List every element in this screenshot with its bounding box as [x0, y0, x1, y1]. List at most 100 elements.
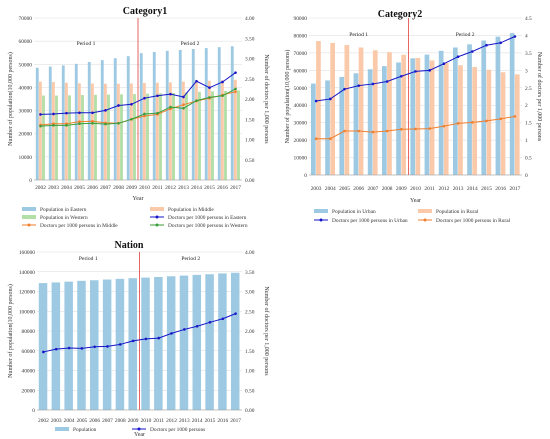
bar-population-in-eastern: [48, 66, 52, 180]
x-tick-label: 2003: [311, 186, 322, 192]
point-doctors-per-1000-persons-in-urban: [456, 55, 460, 59]
bar-population-in-western: [198, 91, 201, 180]
y-tick-label: 30000: [294, 121, 308, 127]
bar-population-in-urban: [452, 47, 458, 176]
y2-tick-label: 4.5: [525, 16, 532, 22]
point-doctors-per-1000-persons-in-western: [195, 99, 198, 102]
legend-swatch: [418, 209, 432, 213]
y-tick-label: 0: [304, 173, 307, 179]
period-2-label: Period 2: [181, 41, 200, 47]
bar-population-in-western: [185, 92, 188, 180]
chart-title: Nation: [115, 240, 144, 251]
y-tick-label: 30000: [19, 109, 33, 115]
point-doctors-per-1000-persons-in-western: [182, 107, 185, 110]
legend-label: Population in Middle: [168, 207, 214, 213]
y-tick-label: 20000: [22, 388, 36, 394]
y2-tick-label: 2.00: [245, 329, 255, 335]
bar-population-in-middle: [142, 83, 146, 180]
y-tick-label: 40000: [19, 85, 33, 91]
legend-marker: [319, 218, 323, 222]
point-doctors-per-1000-persons-in-rural: [357, 129, 361, 133]
point-doctors-per-1000-persons-in-rural: [428, 127, 432, 130]
y-tick-label: 100000: [19, 309, 35, 315]
chart-title: Category1: [123, 6, 167, 17]
x-tick-label: 2004: [61, 185, 72, 191]
x-tick-label: 2005: [339, 186, 350, 192]
bar-population-in-middle: [77, 83, 81, 180]
y2-axis-label: Number of doctors per 1,000 persons: [263, 54, 270, 144]
x-tick-label: 2016: [495, 186, 506, 192]
point-doctors-per-1000-persons-in-western: [130, 117, 133, 121]
x-tick-label: 2006: [89, 418, 100, 424]
point-doctors-per-1000-persons-in-western: [104, 122, 107, 126]
bar-population-in-eastern: [113, 58, 117, 180]
y-tick-label: 50000: [294, 86, 308, 92]
point-doctors-per-1000-persons-in-eastern: [169, 92, 172, 96]
legend-marker: [423, 218, 427, 222]
bar-population-in-rural: [443, 63, 449, 176]
point-doctors-per-1000-persons-in-urban: [485, 43, 488, 47]
point-doctors-per-1000-persons: [67, 346, 71, 350]
legend-swatch: [22, 207, 36, 211]
x-tick-label: 2017: [230, 185, 241, 191]
point-doctors-per-1000-persons-in-rural: [314, 137, 318, 141]
point-doctors-per-1000-persons-in-middle: [143, 114, 146, 118]
point-doctors-per-1000-persons: [234, 312, 237, 315]
x-tick-label: 2017: [230, 418, 241, 424]
y2-tick-label: 2.50: [245, 77, 255, 83]
x-tick-label: 2011: [152, 185, 163, 191]
x-tick-label: 2007: [102, 418, 113, 424]
bar-population-in-urban: [325, 80, 330, 175]
point-doctors-per-1000-persons-in-rural: [442, 124, 446, 128]
chart-title: Category2: [378, 9, 422, 20]
y-tick-label: 50000: [19, 62, 33, 68]
point-doctors-per-1000-persons-in-rural: [371, 130, 375, 134]
x-tick-label: 2002: [38, 418, 49, 424]
bar-population: [77, 280, 86, 410]
x-tick-label: 2002: [35, 185, 46, 191]
legend-label: Doctors per 1000 persons in Eastern: [168, 215, 247, 221]
bar-population-in-rural: [344, 45, 350, 175]
point-doctors-per-1000-persons-in-urban: [371, 82, 375, 86]
bar-population-in-rural: [415, 57, 421, 176]
bar-population-in-rural: [401, 54, 406, 176]
line-doctors-per-1000-persons: [43, 313, 236, 353]
point-doctors-per-1000-persons-in-eastern: [143, 96, 146, 100]
bar-population-in-eastern: [191, 49, 195, 181]
bar-population-in-urban: [495, 36, 501, 175]
bar-population: [128, 278, 137, 410]
bar-population: [154, 276, 163, 410]
y2-tick-label: 3.00: [245, 57, 255, 63]
bar-population-in-eastern: [61, 65, 65, 180]
point-doctors-per-1000-persons-in-western: [65, 124, 68, 127]
y2-tick-label: 1.50: [245, 117, 255, 123]
bar-population-in-western: [211, 91, 214, 180]
bar-population-in-rural: [514, 74, 520, 175]
y-tick-label: 40000: [294, 103, 308, 109]
bar-population-in-rural: [387, 52, 392, 175]
point-doctors-per-1000-persons-in-middle: [234, 90, 237, 94]
x-tick-label: 2003: [51, 418, 62, 424]
bar-population: [218, 273, 227, 410]
x-tick-label: 2004: [325, 186, 336, 192]
bar-population-in-eastern: [204, 48, 208, 181]
point-doctors-per-1000-persons-in-middle: [182, 103, 185, 106]
bar-population-in-middle: [64, 82, 68, 180]
x-tick-label: 2003: [48, 185, 59, 191]
y2-tick-label: 2.5: [525, 86, 532, 92]
bar-population-in-eastern: [178, 49, 182, 180]
x-tick-label: 2007: [100, 185, 111, 191]
y2-tick-label: 3.50: [245, 270, 255, 276]
point-doctors-per-1000-persons: [221, 317, 225, 321]
point-doctors-per-1000-persons-in-rural: [499, 117, 503, 121]
legend-label: Doctors per 1000 persons in Western: [168, 223, 248, 229]
y2-axis-label: Number of doctors per 1,000 persons: [536, 52, 543, 142]
x-tick-label: 2011: [424, 186, 435, 192]
point-doctors-per-1000-persons: [195, 324, 199, 328]
bar-population-in-western: [94, 94, 97, 180]
legend-label: Doctors per 1000 persons in Rural: [436, 218, 511, 224]
point-doctors-per-1000-persons: [144, 337, 148, 341]
point-doctors-per-1000-persons-in-urban: [329, 97, 332, 101]
y-tick-label: 20000: [19, 132, 33, 138]
point-doctors-per-1000-persons: [80, 347, 84, 350]
